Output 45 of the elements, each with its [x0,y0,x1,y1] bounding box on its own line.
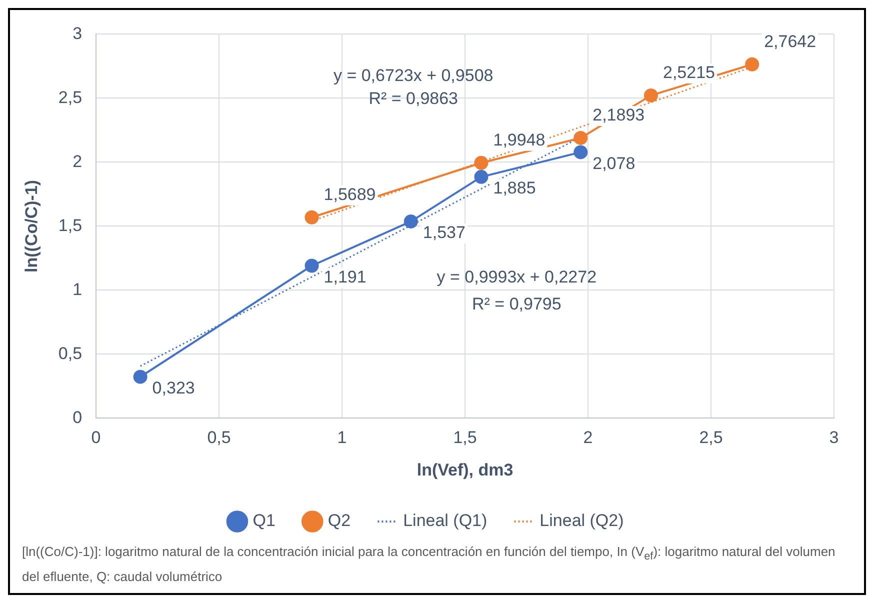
y-tick-label: 0,5 [58,344,82,363]
point [304,210,319,224]
data-label: 1,191 [324,267,366,286]
data-label: 2,7642 [764,32,816,52]
annotation: R² = 0,9863 [368,89,458,108]
y-tick-label: 3 [72,24,82,43]
x-tick-label: 2 [583,428,593,448]
x-tick-label: 0,5 [207,428,231,448]
point [474,170,488,184]
data-label: 2,078 [592,154,636,173]
data-label: 1,9948 [493,130,546,150]
y-axis-title: ln((Co/C)-1) [22,180,41,272]
data-label: 2,5215 [662,63,715,82]
point [574,130,588,145]
point [404,214,418,228]
point [304,258,319,273]
text: [ln((Co/C)-1)]: logaritmo natural de la concentración inicial para la concentración en función del tiempo, In (V$_{ef}$): logaritmo natural del volumen del efluente, Q: caudal volumétrico [22,544,836,584]
data-label: 0,323 [152,378,195,398]
x-tick-label: 0 [91,428,101,448]
legend-label: Q2 [328,511,351,530]
point [745,57,760,72]
annotation: R² = 0,9795 [472,294,562,314]
point [574,145,588,160]
x-axis-title: ln(Vef), dm3 [416,460,514,480]
point [644,88,658,102]
y-tick-label: 2,5 [58,88,82,107]
point [133,370,148,384]
data-label: 1,5689 [324,185,376,204]
data-label: 2,1893 [592,106,645,125]
y-tick-label: 1 [72,280,82,299]
y-tick-label: 0 [72,408,82,427]
y-tick-label: 2 [72,152,82,171]
legend-label: Q1 [252,511,276,530]
x-tick-label: 3 [829,428,839,448]
x-tick-label: 1 [337,428,347,448]
x-tick-label: 2,5 [699,428,723,448]
point [474,156,488,170]
data-label: 1,537 [422,223,466,242]
annotation: y = 0,6723x + 0,9508 [333,66,494,86]
legend-label: Lineal (Q2) [540,511,624,530]
data-label: 1,885 [493,178,536,198]
y-tick-label: 1,5 [58,216,82,235]
x-tick-label: 1,5 [453,428,477,448]
legend-label: Lineal (Q1) [403,511,488,530]
annotation: y = 0,9993x + 0,2272 [436,268,597,287]
